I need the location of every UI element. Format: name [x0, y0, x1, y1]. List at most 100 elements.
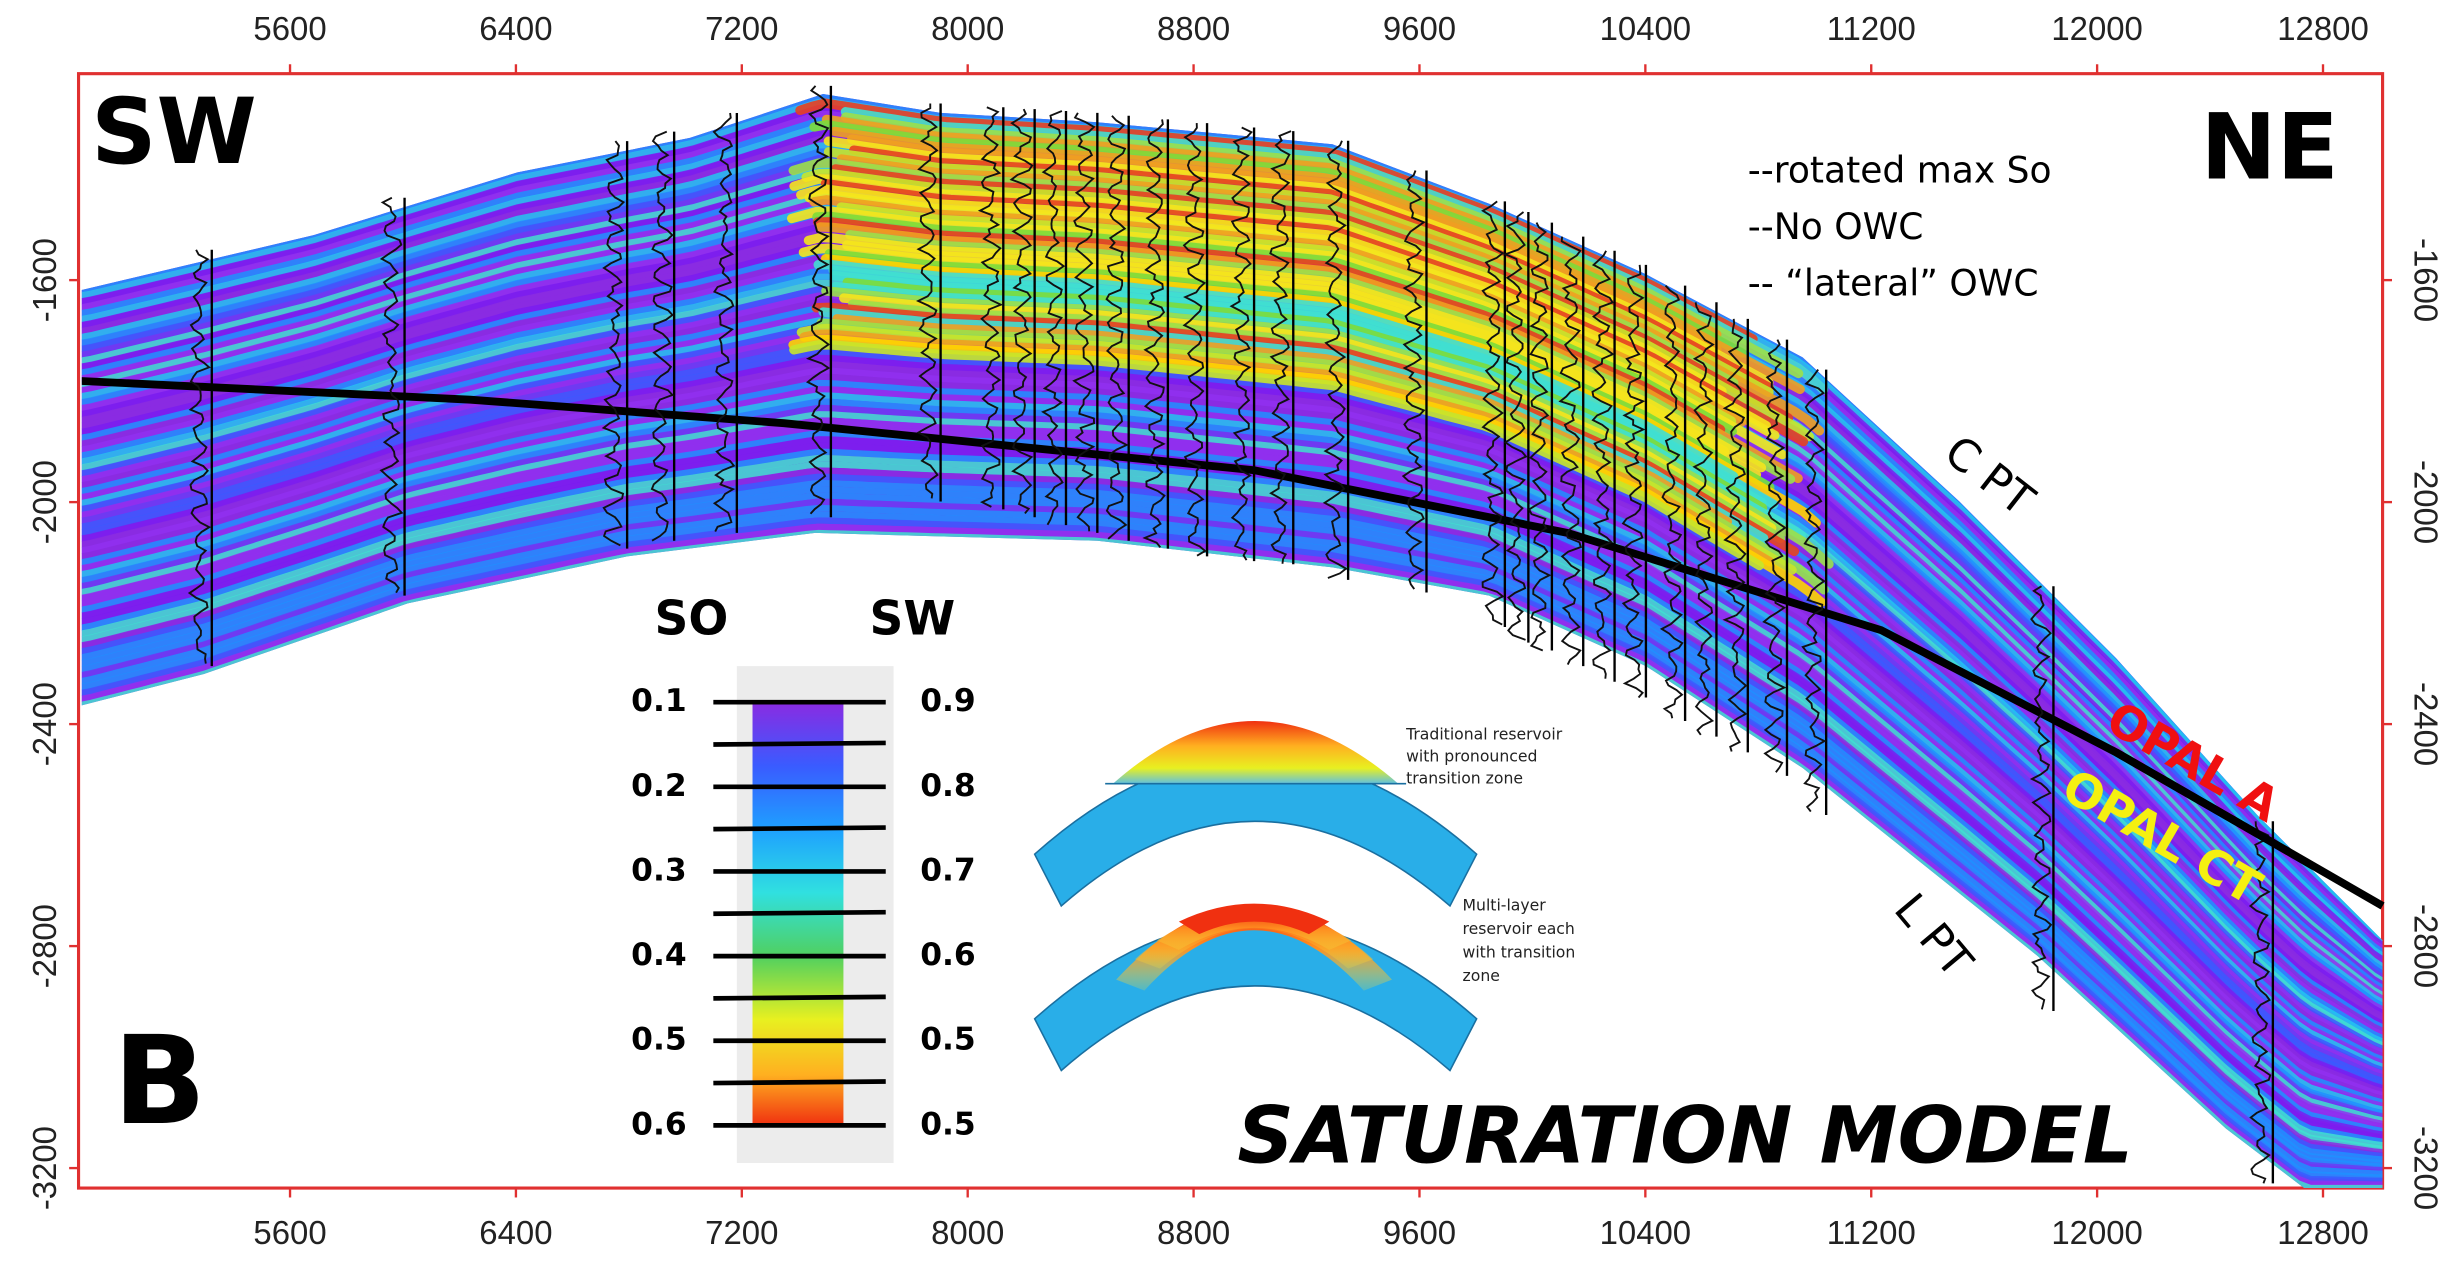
model-layer — [81, 448, 2383, 1146]
well-log — [1072, 112, 1096, 532]
well-log — [1527, 222, 1552, 652]
well-log — [1659, 284, 1684, 719]
so-label: 0.4 — [631, 937, 687, 973]
so-label: 0.1 — [631, 683, 687, 719]
model-layer — [81, 392, 2383, 1114]
model-layer — [81, 479, 2383, 1163]
reservoir-traditional — [1113, 720, 1399, 784]
x-tick-label: 9600 — [1383, 1214, 1456, 1251]
y-tick-label: -2800 — [26, 904, 63, 988]
model-layer — [81, 348, 2383, 1089]
x-tick-label: 10400 — [1600, 10, 1692, 47]
panel-label: B — [113, 1010, 206, 1152]
model-layer — [81, 498, 2383, 1174]
x-tick-label: 10400 — [1600, 1214, 1692, 1251]
model-layer — [81, 523, 2383, 1188]
model-layer — [81, 492, 2383, 1171]
sw-label: 0.9 — [920, 683, 976, 719]
model-layer — [81, 404, 2383, 1121]
well-log — [379, 196, 404, 594]
model-layer — [81, 398, 2383, 1117]
note: -- “lateral” OWC — [1748, 263, 2039, 304]
well-log — [1322, 140, 1348, 579]
model-layer — [81, 361, 2383, 1096]
model-layer — [81, 411, 2383, 1124]
axes: 5600 5600 6400 6400 7200 7200 8000 8000 8800 8800… — [26, 10, 2445, 1251]
sw-label: 0.6 — [920, 937, 976, 973]
sw-label: 0.5 — [920, 1106, 976, 1142]
inset-text: with transition — [1463, 942, 1576, 961]
model-layer — [81, 367, 2383, 1100]
x-tick-label: 5600 — [253, 10, 326, 47]
sw-label: 0.5 — [920, 1022, 976, 1058]
inset-text: with pronounced — [1406, 747, 1537, 766]
well-log — [1142, 119, 1166, 548]
so-label: 0.2 — [631, 768, 687, 804]
legend-rule — [713, 994, 886, 1001]
inset-text: reservoir each — [1463, 919, 1575, 938]
well-log — [1401, 170, 1426, 590]
y-tick-label: -1600 — [26, 238, 63, 322]
x-tick-label: 5600 — [253, 1214, 326, 1251]
x-tick-label: 6400 — [479, 10, 552, 47]
x-tick-label: 12000 — [2051, 1214, 2143, 1251]
x-tick-label: 8800 — [1157, 1214, 1230, 1251]
well-log — [187, 249, 212, 664]
y-tick-label: -2400 — [2408, 682, 2445, 766]
x-tick-label: 8000 — [931, 10, 1004, 47]
well-log — [2248, 821, 2272, 1184]
well-log — [1269, 130, 1292, 564]
x-tick-label: 11200 — [1827, 10, 1916, 47]
well-log — [1041, 110, 1066, 526]
well-log — [712, 112, 736, 532]
inset-text: zone — [1463, 966, 1500, 985]
well-log — [1229, 126, 1253, 561]
horizon-line — [2114, 748, 2385, 910]
x-tick-label: 8800 — [1157, 10, 1230, 47]
so-label: 0.5 — [631, 1022, 687, 1058]
note: --rotated max So — [1748, 150, 2052, 191]
model-layer — [81, 486, 2383, 1167]
well-log — [1481, 200, 1505, 626]
well-log — [805, 85, 831, 515]
model-layer — [81, 504, 2383, 1178]
model-layer — [81, 511, 2383, 1181]
model-layer — [81, 429, 2383, 1135]
model-layer — [81, 379, 2383, 1107]
well-log — [1722, 318, 1748, 752]
y-tick-label: -3200 — [26, 1126, 63, 1210]
note: --No OWC — [1748, 207, 1924, 248]
well-log — [1692, 302, 1715, 736]
x-tick-label: 12800 — [2277, 10, 2369, 47]
well-log — [1009, 108, 1034, 515]
model-layer — [81, 373, 2383, 1103]
well-log — [1502, 211, 1528, 641]
legend-rule — [713, 909, 886, 917]
y-tick-label: -2000 — [2408, 460, 2445, 544]
y-tick-label: -2800 — [2408, 904, 2445, 988]
legend-header: SO — [654, 592, 728, 647]
model-layer — [81, 354, 2383, 1093]
well-log — [601, 140, 626, 547]
x-tick-label: 8000 — [931, 1214, 1004, 1251]
ne-label: NE — [2201, 95, 2339, 200]
x-tick-label: 12800 — [2277, 1214, 2369, 1251]
model-layer — [81, 461, 2383, 1153]
x-tick-label: 7200 — [705, 1214, 778, 1251]
so-label: 0.6 — [631, 1106, 687, 1142]
model-layer — [81, 417, 2383, 1128]
inset-text: Traditional reservoir — [1405, 725, 1563, 744]
well-log — [916, 103, 939, 499]
inset-diagram: Traditional reservoir with pronounced tran… — [1033, 720, 1576, 1072]
inset-text: transition zone — [1406, 768, 1523, 787]
x-tick-label: 9600 — [1383, 10, 1456, 47]
reservoir-layer — [1178, 903, 1330, 935]
model-layer — [81, 473, 2383, 1160]
well-log — [1762, 339, 1787, 773]
well-log — [1801, 369, 1827, 813]
model-layer — [81, 517, 2383, 1185]
x-tick-label: 6400 — [479, 1214, 552, 1251]
y-tick-label: -1600 — [2408, 238, 2445, 322]
